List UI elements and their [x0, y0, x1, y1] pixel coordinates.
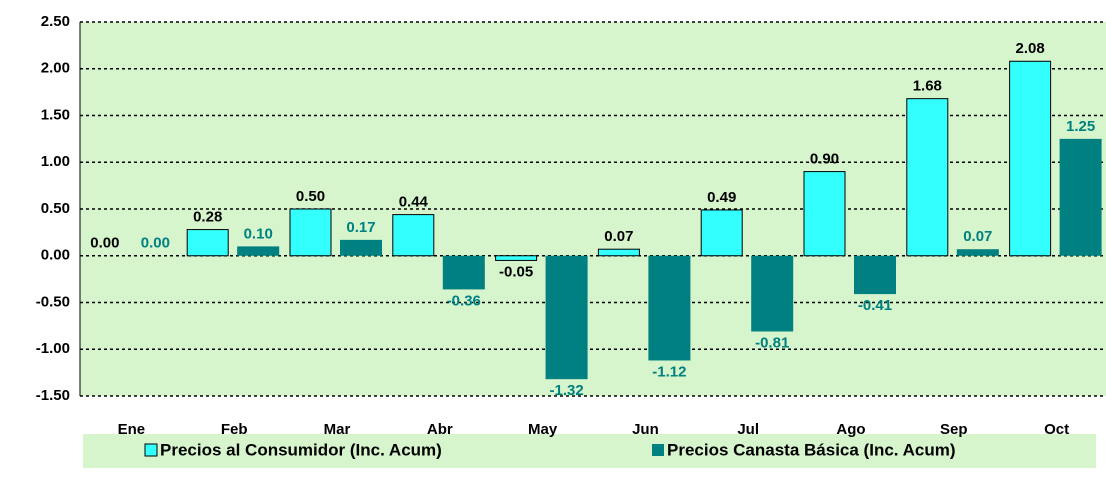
data-label: 0.90 — [810, 151, 839, 168]
bar — [700, 209, 743, 257]
data-label: 0.49 — [707, 189, 736, 206]
data-label: -1.12 — [652, 363, 686, 380]
x-tick-label: Jun — [632, 421, 659, 438]
bar — [956, 249, 999, 256]
bar — [289, 208, 332, 257]
data-label: 0.00 — [90, 235, 119, 252]
legend-label: Precios al Consumidor (Inc. Acum) — [160, 440, 442, 459]
bar — [854, 255, 896, 295]
data-label: -1.32 — [549, 382, 583, 399]
x-tick-label: Jul — [737, 421, 759, 438]
data-label: -0.36 — [447, 292, 481, 309]
bar — [186, 229, 229, 257]
data-label: 0.00 — [141, 235, 170, 252]
bar — [906, 98, 949, 257]
y-tick-label: -0.50 — [36, 293, 70, 310]
data-label: -0.41 — [858, 297, 892, 314]
bar — [1059, 138, 1102, 256]
legend-swatch — [652, 444, 664, 456]
data-label: 0.28 — [193, 209, 222, 226]
y-tick-label: 2.50 — [41, 13, 70, 30]
x-tick-label: Sep — [940, 421, 968, 438]
legend-label: Precios Canasta Básica (Inc. Acum) — [667, 440, 956, 459]
x-tick-label: May — [528, 421, 558, 438]
x-tick-label: Ene — [118, 421, 146, 438]
bar — [442, 255, 485, 290]
data-label: 2.08 — [1015, 40, 1044, 57]
bar — [1009, 60, 1052, 257]
x-tick-label: Abr — [427, 421, 453, 438]
bar — [340, 239, 382, 256]
data-label: 1.68 — [913, 78, 942, 95]
bar — [803, 171, 846, 257]
data-label: 0.07 — [604, 228, 633, 245]
bar — [751, 255, 794, 332]
bar — [648, 255, 691, 361]
y-tick-label: 2.00 — [41, 60, 70, 77]
x-tick-label: Mar — [324, 421, 351, 438]
y-tick-label: 0.00 — [41, 247, 70, 264]
bar — [545, 255, 588, 380]
y-tick-label: 1.50 — [41, 106, 70, 123]
y-tick-label: -1.50 — [36, 387, 70, 404]
x-tick-label: Oct — [1044, 421, 1069, 438]
data-label: 0.10 — [244, 225, 273, 242]
x-tick-label: Feb — [221, 421, 248, 438]
y-tick-label: -1.00 — [36, 340, 70, 357]
data-label: -0.05 — [499, 263, 533, 280]
x-tick-label: Ago — [836, 421, 865, 438]
data-label: 1.25 — [1066, 118, 1095, 135]
bar — [495, 255, 538, 261]
data-label: -0.81 — [755, 334, 789, 351]
data-label: 0.07 — [963, 228, 992, 245]
legend-swatch — [144, 443, 158, 457]
bar — [392, 214, 435, 257]
bar — [597, 248, 640, 257]
legend-box — [83, 434, 1096, 468]
data-label: 0.44 — [399, 194, 429, 211]
bar — [237, 246, 280, 256]
y-tick-label: 1.00 — [41, 153, 70, 170]
data-label: 0.50 — [296, 188, 325, 205]
y-tick-label: 0.50 — [41, 200, 70, 217]
data-label: 0.17 — [346, 219, 375, 236]
